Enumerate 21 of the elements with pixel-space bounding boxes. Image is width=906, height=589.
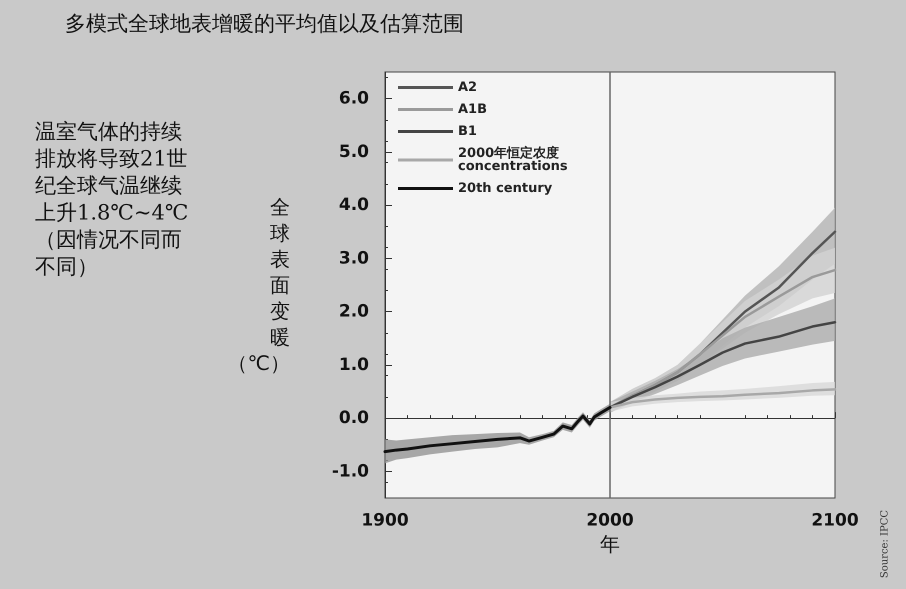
x-tick-label: 2000 [586, 510, 634, 530]
x-axis-title: 年 [600, 532, 620, 556]
text: 温室气体的持续排放将导致21世纪全球气温继续上升1.8℃~4℃（因情况不同而不同） [35, 120, 188, 278]
y-tick-label: 5.0 [338, 142, 370, 162]
x-tick-label: 1900 [361, 510, 409, 530]
y-axis-title: 全球表面变暖（℃） [228, 195, 290, 375]
chart-title: 多模式全球地表增暖的平均值以及估算范围 [65, 12, 464, 36]
legend-label: 2000年恒定农度 concentrations [458, 145, 568, 174]
y-tick-label: 6.0 [338, 88, 370, 109]
y-tick-label: 1.0 [338, 354, 370, 375]
legend-label: A2 [458, 80, 478, 95]
legend-label: 20th century [458, 181, 553, 196]
x-tick-label: 2100 [811, 510, 859, 530]
source-note: Source: IPCC [880, 510, 890, 578]
y-tick-label: 0.0 [338, 408, 370, 428]
y-tick-label: 4.0 [338, 195, 370, 216]
y-tick-label: -1.0 [332, 461, 370, 482]
legend-label: A1B [458, 102, 488, 117]
y-tick-label: 3.0 [338, 248, 370, 268]
y-tick-label: 2.0 [338, 302, 370, 322]
legend-label: B1 [458, 124, 477, 139]
